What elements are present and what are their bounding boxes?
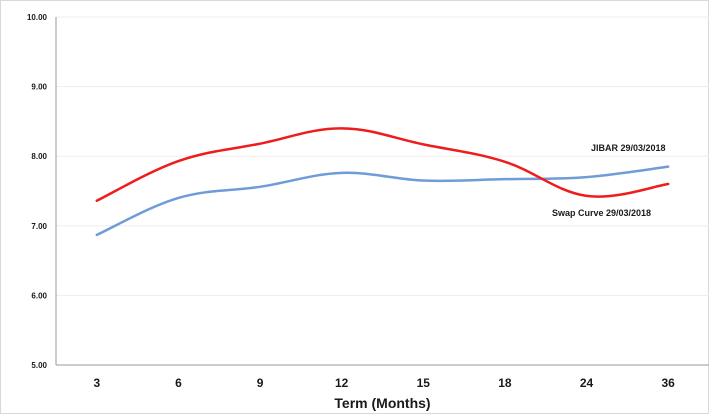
series-lines [95,127,670,237]
x-tick-label: 24 [580,376,594,390]
x-tick-label: 18 [498,376,512,390]
series-labels: JIBAR 29/03/2018 Swap Curve 29/03/2018 [552,143,666,218]
x-tick-label: 36 [662,376,676,390]
series-line-swap-curve [95,127,670,202]
x-axis-title: Term (Months) [334,395,430,411]
y-tick-label: 9.00 [31,83,47,92]
y-tick-label: 5.00 [31,361,47,370]
series-label-swap-curve: Swap Curve 29/03/2018 [552,208,651,218]
gridlines [56,16,709,296]
series-line-jibar [95,165,670,237]
x-tick-label: 3 [93,376,100,390]
x-axis-ticks: 3 6 9 12 15 18 24 36 [93,376,675,390]
series-label-jibar: JIBAR 29/03/2018 [591,143,666,153]
x-tick-label: 15 [417,376,431,390]
y-axis-ticks: 5.00 6.00 7.00 8.00 9.00 10.00 [27,13,48,370]
axes [55,17,709,366]
x-tick-label: 12 [335,376,349,390]
y-tick-label: 7.00 [31,222,47,231]
y-tick-label: 8.00 [31,152,47,161]
x-tick-label: 6 [175,376,182,390]
x-tick-label: 9 [257,376,264,390]
y-tick-label: 10.00 [27,13,48,22]
y-tick-label: 6.00 [31,291,47,300]
